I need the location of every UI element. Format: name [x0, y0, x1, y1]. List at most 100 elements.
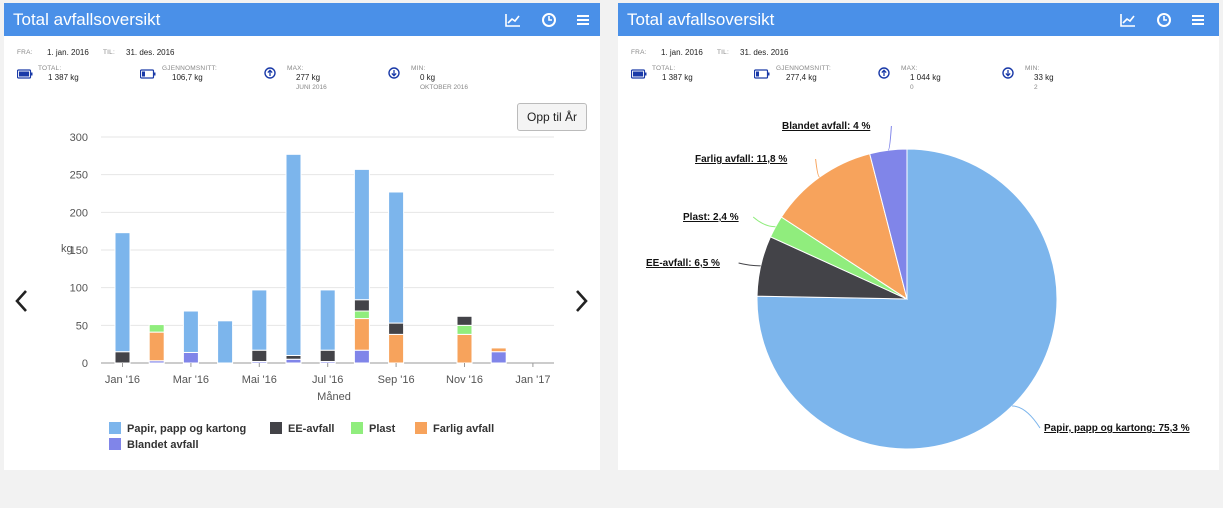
x-tick-label: Sep '16 [378, 374, 415, 386]
bar-segment[interactable] [353, 299, 370, 312]
legend-item[interactable]: Farlig avfall [415, 422, 494, 435]
clock-icon[interactable] [1155, 11, 1173, 29]
bar-segment[interactable] [388, 191, 405, 324]
bar-segment[interactable] [285, 354, 302, 360]
bar-segment[interactable] [251, 289, 268, 351]
y-axis-label: kg [61, 243, 73, 255]
bar-segment[interactable] [319, 349, 336, 362]
total-value: 1 387 kg [48, 73, 79, 82]
to-value: 31. des. 2016 [126, 48, 175, 57]
x-tick-label: Mai '16 [242, 374, 277, 386]
from-value: 1. jan. 2016 [661, 48, 703, 57]
pie-slice[interactable] [780, 153, 908, 301]
pie-data-label: Blandet avfall: 4 % [782, 121, 870, 132]
legend-label: Blandet avfall [127, 439, 199, 451]
bar-segment[interactable] [217, 320, 234, 364]
from-value: 1. jan. 2016 [47, 48, 89, 57]
legend-label: Farlig avfall [433, 423, 495, 435]
arrow-up-circle-icon [264, 67, 276, 79]
legend-label: EE-avfall [288, 423, 335, 435]
legend-item[interactable]: Plast [351, 422, 395, 435]
max-value: 1 044 kg [910, 73, 941, 82]
min-value: 33 kg [1034, 73, 1054, 82]
y-tick-label: 100 [70, 283, 88, 295]
bar-segment[interactable] [285, 153, 302, 356]
bar-segment[interactable] [353, 349, 370, 364]
bar-segment[interactable] [490, 351, 507, 364]
legend-item[interactable]: EE-avfall [270, 422, 334, 435]
menu-icon[interactable] [574, 11, 592, 29]
battery-full-icon [17, 69, 33, 79]
y-tick-label: 50 [76, 320, 88, 332]
arrow-up-circle-icon [878, 67, 890, 79]
pie-data-label: EE-avfall: 6,5 % [646, 258, 720, 269]
min-period: OKTOBER 2016 [420, 84, 468, 91]
x-tick-label: Jan '16 [105, 374, 140, 386]
panel-header: Total avfallsoversikt [618, 3, 1219, 36]
drill-up-button[interactable]: Opp til År [517, 103, 588, 131]
from-label: FRA: [631, 49, 647, 56]
clock-icon[interactable] [540, 11, 558, 29]
pie-data-label: Papir, papp og kartong: 75,3 % [1044, 423, 1190, 434]
average-value: 106,7 kg [172, 73, 203, 82]
chevron-left-icon[interactable] [13, 288, 31, 314]
pie-chart-panel: Total avfallsoversikt FRA: 1. jan. 2016 … [618, 3, 1219, 470]
battery-low-icon [140, 69, 156, 79]
to-label: TIL: [717, 49, 729, 56]
bar-segment[interactable] [456, 315, 473, 326]
bar-segment[interactable] [148, 324, 165, 333]
y-tick-label: 200 [70, 207, 88, 219]
min-value: 0 kg [420, 73, 436, 82]
pie-data-label: Plast: 2,4 % [683, 212, 739, 223]
bar-segment[interactable] [148, 331, 165, 362]
line-chart-icon[interactable] [504, 11, 522, 29]
bar-segment[interactable] [388, 322, 405, 335]
pie-connector [738, 262, 761, 267]
bar-segment[interactable] [182, 351, 199, 364]
bar-segment[interactable] [456, 333, 473, 364]
legend-swatch [270, 422, 282, 434]
pie-data-label: Farlig avfall: 11,8 % [695, 154, 787, 165]
stats-bar: FRA: 1. jan. 2016 TIL: 31. des. 2016 TOT… [618, 36, 1219, 96]
x-tick-label: Jan '17 [515, 374, 550, 386]
bar-segment[interactable] [319, 289, 336, 351]
arrow-down-circle-icon [388, 67, 400, 79]
bar-segment[interactable] [388, 333, 405, 364]
min-label: MIN: [411, 65, 426, 72]
average-value: 277,4 kg [786, 73, 817, 82]
legend-item[interactable]: Blandet avfall [109, 438, 199, 451]
panel-header: Total avfallsoversikt [4, 3, 600, 36]
x-tick-label: Jul '16 [312, 374, 343, 386]
arrow-down-circle-icon [1002, 67, 1014, 79]
total-value: 1 387 kg [662, 73, 693, 82]
bar-segment[interactable] [353, 168, 370, 301]
y-tick-label: 150 [70, 245, 88, 257]
bar-segment[interactable] [114, 351, 131, 364]
pie-connector [887, 125, 892, 151]
bar-segment[interactable] [114, 232, 131, 353]
chevron-right-icon[interactable] [572, 288, 590, 314]
legend-item[interactable]: Papir, papp og kartong [109, 422, 246, 435]
pie-connector [752, 216, 776, 228]
battery-full-icon [631, 69, 647, 79]
panel-title: Total avfallsoversikt [13, 10, 161, 29]
bar-segment[interactable] [456, 324, 473, 335]
to-value: 31. des. 2016 [740, 48, 789, 57]
bar-segment[interactable] [490, 347, 507, 353]
total-label: TOTAL: [38, 65, 62, 72]
from-label: FRA: [17, 49, 33, 56]
line-chart-icon[interactable] [1119, 11, 1137, 29]
min-label: MIN: [1025, 65, 1040, 72]
max-value: 277 kg [296, 73, 321, 82]
bar-segment[interactable] [182, 310, 199, 353]
stacked-bar-chart: 0 50 100 150 200 250 300 kg Jan '16 Mar '16 Mai '1… [61, 132, 554, 403]
legend-swatch [109, 422, 121, 434]
menu-icon[interactable] [1189, 11, 1207, 29]
average-label: GJENNOMSNITT: [162, 65, 217, 72]
bar-segment[interactable] [251, 349, 268, 362]
bar-segment[interactable] [353, 310, 370, 320]
bar-segment[interactable] [285, 358, 302, 364]
y-tick-label: 0 [82, 358, 88, 370]
battery-low-icon [754, 69, 770, 79]
bar-segment[interactable] [353, 318, 370, 351]
